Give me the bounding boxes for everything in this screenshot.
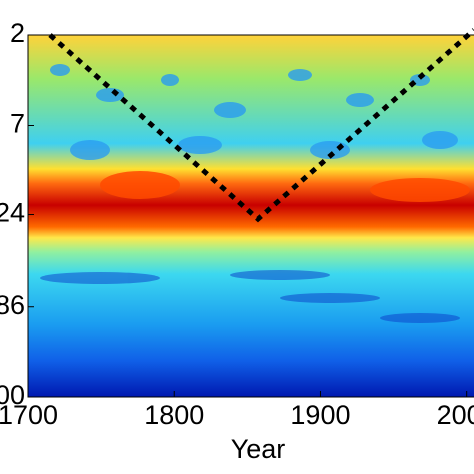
y-tick-label: 24 <box>0 198 25 228</box>
x-tick-label: 1900 <box>290 400 350 430</box>
y-tick-label: 300 <box>0 380 25 410</box>
plot-frame <box>27 34 474 398</box>
cone-of-influence <box>48 28 474 223</box>
y-tick-label: 7 <box>10 109 25 139</box>
y-tick-label: 2 <box>10 18 25 48</box>
x-tick-label: 1800 <box>144 400 204 430</box>
x-axis-label: Year <box>231 434 286 464</box>
x-tick-label: 2000 <box>437 400 474 430</box>
heatmap <box>28 35 474 397</box>
y-tick-label: 86 <box>0 290 25 320</box>
x-tick-label: 1700 <box>0 400 58 430</box>
